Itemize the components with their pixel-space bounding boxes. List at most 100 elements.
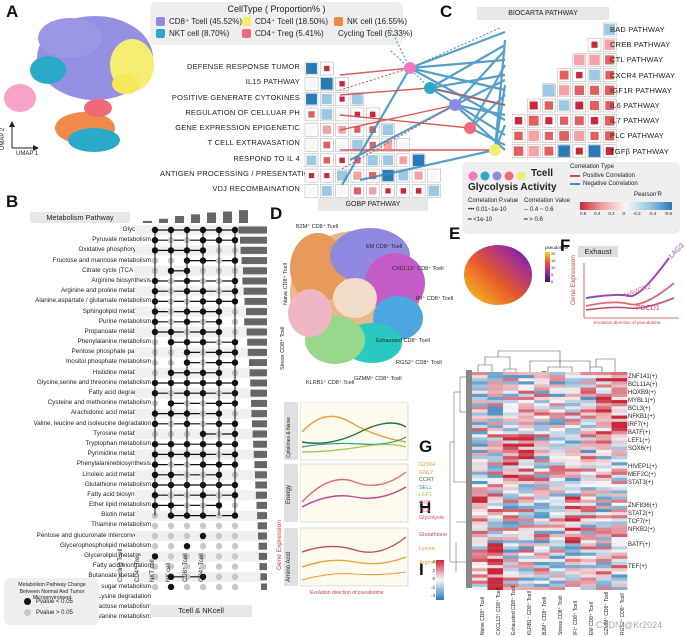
legend-sig: Pvalue < 0.05	[24, 598, 73, 605]
celltype-legend-title: CellType ( Proportion% )	[227, 4, 326, 14]
heat-cell	[503, 577, 519, 581]
heat-cell	[518, 577, 535, 581]
heat-cell	[534, 443, 550, 448]
heat-cell	[503, 390, 519, 395]
bio-cell-fill	[574, 85, 585, 96]
gobp-cell-fill	[428, 185, 440, 197]
heat-cell	[534, 487, 550, 491]
heat-cell	[503, 552, 519, 557]
heat-cell	[487, 490, 504, 494]
heat-cell	[472, 496, 488, 500]
heat-cell	[503, 400, 519, 404]
heat-cell	[518, 524, 535, 529]
gobp-cell-fill	[321, 94, 332, 105]
heat-cell	[580, 493, 597, 497]
heat-cell	[580, 459, 597, 463]
heat-cell	[596, 421, 612, 426]
pathway-bar	[255, 481, 267, 489]
heat-cell	[487, 443, 504, 448]
heat-col-label: EM CD8⁺ Tcell	[588, 602, 595, 635]
pathway-bar	[251, 399, 267, 407]
heat-cell	[565, 540, 581, 544]
heat-cell	[487, 456, 504, 460]
heat-cell	[518, 403, 535, 407]
heat-cell	[596, 400, 612, 404]
heat-cell	[565, 577, 581, 581]
heat-cell	[518, 456, 535, 460]
biocarta-heatmap	[512, 22, 617, 158]
heat-cell	[503, 481, 519, 485]
celltype-item: CD8⁺ Tcell (45.52%)	[156, 17, 242, 26]
heat-cell	[580, 434, 597, 438]
heat-cell	[503, 449, 519, 454]
heat-cell	[503, 462, 519, 466]
heat-cell	[487, 524, 504, 529]
heat-cell	[518, 574, 535, 578]
panel-label-h: H	[419, 498, 432, 517]
heat-cell	[565, 418, 581, 423]
heat-cell	[596, 512, 612, 516]
heat-cell	[534, 412, 550, 416]
heat-cell	[565, 459, 581, 463]
section-energy: Energy	[286, 484, 292, 504]
gobp-cell-fill	[382, 155, 394, 166]
heat-cell	[534, 474, 550, 479]
heat-cell	[549, 509, 566, 513]
heat-cell	[503, 509, 519, 513]
heat-cell	[565, 524, 581, 529]
heat-cell	[549, 518, 566, 522]
exhaust-ylabel: Gene Expression	[570, 255, 577, 305]
heat-cell	[549, 474, 566, 479]
sig-dot	[199, 583, 207, 590]
metabolism-pathway-label: Biotin metabolism	[101, 511, 151, 519]
heat-cell	[596, 456, 612, 460]
heatmap-row-bar	[466, 370, 472, 588]
heat-cell	[487, 390, 504, 395]
biocarta-row-label: TGFβ PATHWAY	[610, 146, 669, 156]
heat-cell	[534, 434, 550, 438]
gobp-cell-fill	[321, 109, 333, 120]
heat-cell	[534, 424, 550, 429]
heatmap-row-dendrogram	[449, 376, 466, 572]
cd8-label: IFI⁺ CD8⁺ Tcell	[416, 296, 454, 302]
metabolism-pathway-label: Alanine,aspartate / glutamate metabolism	[35, 297, 151, 305]
heat-cell	[487, 533, 504, 538]
heat-cell	[534, 465, 550, 469]
heat-cell	[596, 443, 612, 448]
heat-cell	[596, 487, 612, 491]
sig-dot	[231, 522, 239, 529]
heat-cell	[565, 484, 581, 488]
heat-cell	[549, 490, 566, 494]
heat-cell	[580, 396, 597, 401]
heat-cell	[596, 490, 612, 494]
heat-cell	[611, 505, 628, 510]
heat-cell	[580, 462, 597, 466]
heat-cell	[549, 372, 566, 376]
heat-cell	[503, 512, 519, 516]
heat-cell	[518, 412, 535, 416]
heat-cell	[596, 465, 612, 469]
cd8-label: Naive CD8⁺ Tcell	[283, 263, 289, 305]
biocarta-row-label: IL6 PATHWAY	[610, 100, 660, 110]
sig-dot	[151, 563, 159, 570]
heat-cell	[611, 521, 628, 525]
heat-cell	[534, 537, 550, 541]
heat-cell	[580, 412, 597, 416]
heat-cell	[487, 568, 504, 572]
heat-cell	[580, 502, 597, 507]
heat-cell	[534, 509, 550, 513]
gobp-cell-fill	[369, 111, 376, 118]
heat-cell	[611, 555, 628, 560]
bio-cell-fill	[543, 84, 555, 97]
tf-labels-low: ZNF836(+) STAT2(+) TCF7(+) NFKB2(+)	[628, 503, 658, 533]
heat-cell	[472, 549, 488, 553]
sig-dot	[215, 553, 223, 560]
heat-cell	[472, 409, 488, 413]
bio-cell-fill	[560, 116, 569, 125]
metabolism-pathway-label: Fatty acid elongation	[92, 562, 151, 570]
heat-cell	[472, 577, 488, 581]
heat-cell	[596, 406, 612, 410]
heat-cell	[487, 387, 504, 391]
biocarta-row-label: IL7 PATHWAY	[610, 116, 660, 126]
top-bar	[239, 210, 248, 223]
